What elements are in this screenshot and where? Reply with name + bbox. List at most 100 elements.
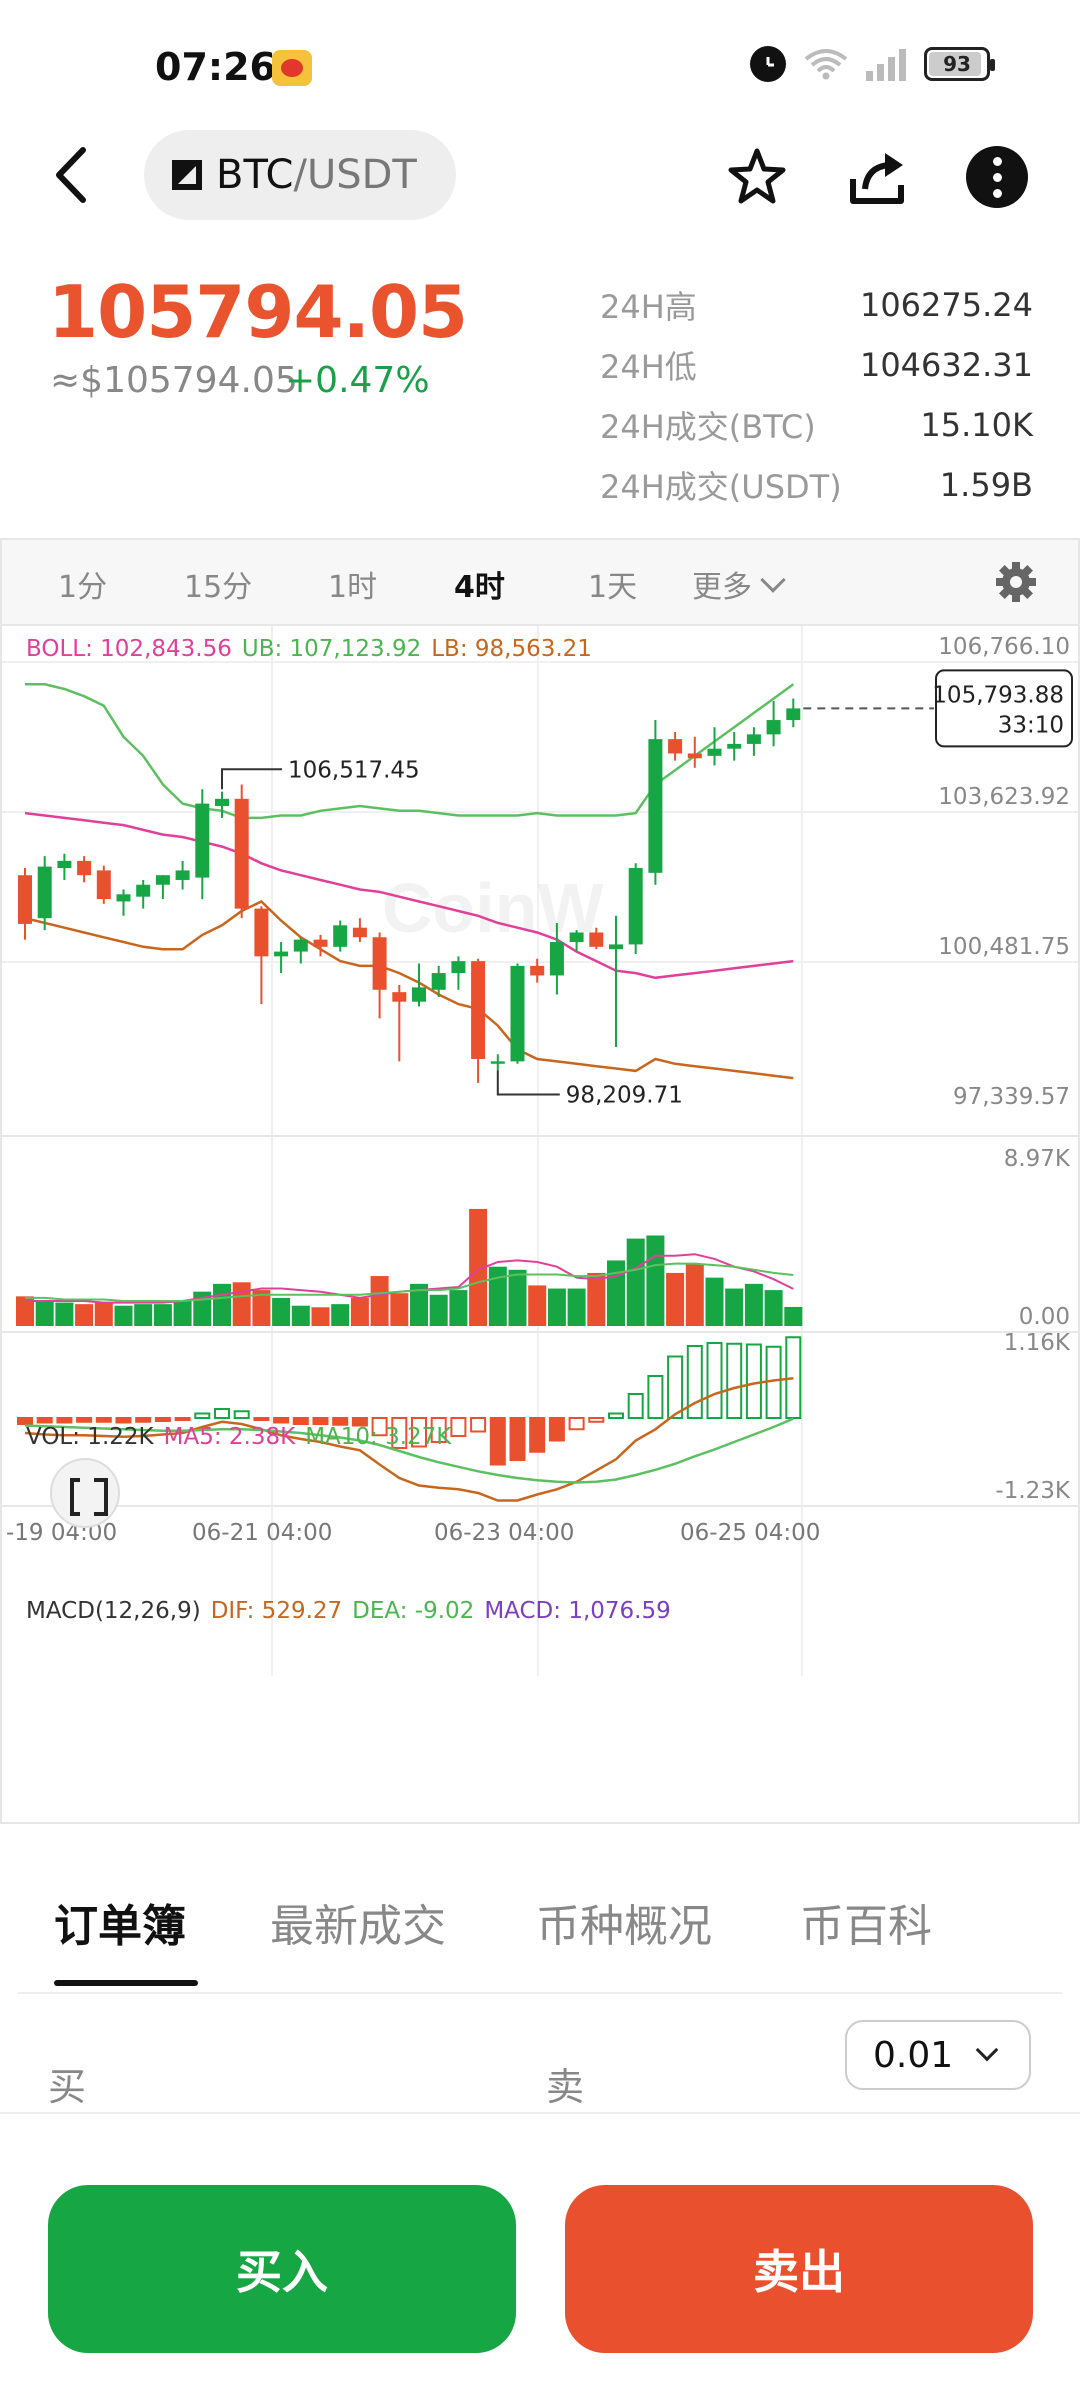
stat-label: 24H低 xyxy=(600,348,697,386)
status-icons: 93 xyxy=(750,46,995,82)
stat-label: 24H高 xyxy=(600,288,697,326)
share-button[interactable] xyxy=(845,145,909,209)
volume-bar xyxy=(390,1293,409,1326)
high-marker-label: 106,517.45 xyxy=(288,757,420,783)
volume-bar xyxy=(213,1283,231,1326)
gear-icon[interactable] xyxy=(994,560,1038,604)
macd-hist-bar xyxy=(312,1417,329,1425)
volume-bar xyxy=(528,1285,547,1326)
boll-mid-value: BOLL: 102,843.56 xyxy=(26,636,232,662)
sell-button[interactable]: 卖出 xyxy=(565,2185,1033,2353)
macd-hist-bar xyxy=(430,1417,447,1443)
stat-row: 24H高 106275.24 xyxy=(600,275,1033,335)
tab-coin-wiki[interactable]: 币百科 xyxy=(800,1901,932,1952)
tab-coin-overview[interactable]: 币种概况 xyxy=(536,1901,712,1952)
volume-bar xyxy=(587,1272,606,1326)
market-stats: 24H高 106275.24 24H低 104632.31 24H成交(BTC) 15… xyxy=(600,275,1033,515)
volume-bar xyxy=(291,1305,310,1326)
volume-bar xyxy=(94,1302,113,1326)
tab-orderbook[interactable]: 订单簿 xyxy=(54,1901,186,1952)
alarm-icon xyxy=(750,46,786,82)
stat-row: 24H成交(BTC) 15.10K xyxy=(600,395,1033,455)
candle-body xyxy=(510,965,525,1062)
volume-bar xyxy=(311,1307,330,1326)
tab-latest-trades[interactable]: 最新成交 xyxy=(270,1901,446,1952)
macd-hist-bar xyxy=(647,1375,664,1419)
macd-hist-bar xyxy=(489,1417,506,1466)
tab-15min[interactable]: 15分 xyxy=(184,570,253,605)
fullscreen-icon[interactable] xyxy=(50,1458,120,1528)
volume-bar xyxy=(685,1263,704,1326)
macd-hist-bar xyxy=(667,1355,684,1419)
orderbook-header: 买 卖 xyxy=(0,2000,1080,2112)
candle-body xyxy=(431,973,446,990)
volume-bar xyxy=(252,1290,271,1326)
precision-select[interactable]: 0.01 xyxy=(845,2020,1031,2090)
candle-body xyxy=(274,951,289,957)
back-button[interactable] xyxy=(45,140,105,210)
current-price-label: 105,793.88 xyxy=(932,682,1064,708)
low-marker-line xyxy=(496,1070,560,1096)
sell-button-label: 卖出 xyxy=(753,2245,845,2299)
macd-dif-line xyxy=(24,1377,794,1502)
favorite-star-button[interactable] xyxy=(725,145,789,209)
usd-price: ≈$105794.05 xyxy=(50,360,298,401)
vol-axis-label: 0.00 xyxy=(1019,1304,1070,1330)
candle-body xyxy=(727,743,742,749)
candle-body xyxy=(687,753,702,759)
boll-legend: BOLL: 102,843.56 UB: 107,123.92 LB: 98,563… xyxy=(26,636,602,662)
detail-tabs: 订单簿 最新成交 币种概况 币百科 xyxy=(0,1870,1080,1990)
timeframe-more-label: 更多 xyxy=(692,570,752,605)
price-change: +0.47% xyxy=(285,360,430,401)
volume-bar xyxy=(350,1297,369,1326)
candle-body xyxy=(77,860,92,876)
candle-body xyxy=(471,961,486,1059)
stat-row: 24H低 104632.31 xyxy=(600,335,1033,395)
candle-body xyxy=(215,798,229,806)
timeframe-more-button[interactable]: 更多 xyxy=(692,562,786,606)
volume-bar xyxy=(567,1288,586,1326)
volume-bar xyxy=(232,1282,251,1326)
countdown-label: 33:10 xyxy=(998,712,1064,738)
candle-body xyxy=(609,944,623,950)
candle-body xyxy=(392,992,407,1002)
volume-bar xyxy=(449,1290,468,1326)
candle-body xyxy=(569,932,584,943)
chart-panel: 1分 15分 1时 4时 1天 更多 CoinW 106,517.45 98,209… xyxy=(0,538,1080,1824)
macd-hist-bar xyxy=(332,1417,349,1426)
current-price-box xyxy=(935,669,1073,748)
boll-lb-value: LB: 98,563.21 xyxy=(431,636,592,662)
candle-body xyxy=(766,720,781,735)
volume-bar xyxy=(410,1283,428,1326)
volume-bar xyxy=(331,1304,350,1326)
candle-body xyxy=(155,875,170,885)
divider xyxy=(0,2112,1080,2114)
candle-body xyxy=(707,748,722,756)
macd-hist-bar xyxy=(548,1417,565,1442)
tab-1min[interactable]: 1分 xyxy=(58,570,108,605)
price-axis-label: 100,481.75 xyxy=(938,934,1070,960)
stat-label: 24H成交(USDT) xyxy=(600,468,842,506)
candle-body xyxy=(96,870,111,900)
macd-hist-bar xyxy=(686,1345,703,1419)
volume-bar xyxy=(508,1269,527,1326)
pair-selector[interactable]: BTC/USDT xyxy=(144,130,456,220)
vol-ma10-line xyxy=(25,1262,794,1302)
status-time: 07:26 xyxy=(155,45,276,89)
pair-quote: /USDT xyxy=(293,152,417,198)
vol-legend: VOL: 1.22K MA5: 2.38K MA10: 3.27K xyxy=(26,1424,461,1450)
candle-body xyxy=(37,866,52,919)
tab-1d[interactable]: 1天 xyxy=(588,570,638,605)
battery-icon: 93 xyxy=(924,47,995,81)
tab-4h[interactable]: 4时 xyxy=(454,570,505,605)
macd-hist-bar xyxy=(509,1417,526,1461)
tab-1h[interactable]: 1时 xyxy=(328,570,378,605)
volume-bar xyxy=(75,1304,94,1326)
orderbook-buy-label: 买 xyxy=(48,2065,87,2109)
macd-hist-bar xyxy=(292,1417,309,1425)
macd-hist-bar xyxy=(273,1417,290,1424)
candle-body xyxy=(490,1061,505,1064)
more-options-button[interactable] xyxy=(966,146,1028,208)
kline-chart[interactable]: CoinW 106,517.45 98,209.71 105,793.88 33:10 1… xyxy=(2,626,1078,1822)
buy-button[interactable]: 买入 xyxy=(48,2185,516,2353)
